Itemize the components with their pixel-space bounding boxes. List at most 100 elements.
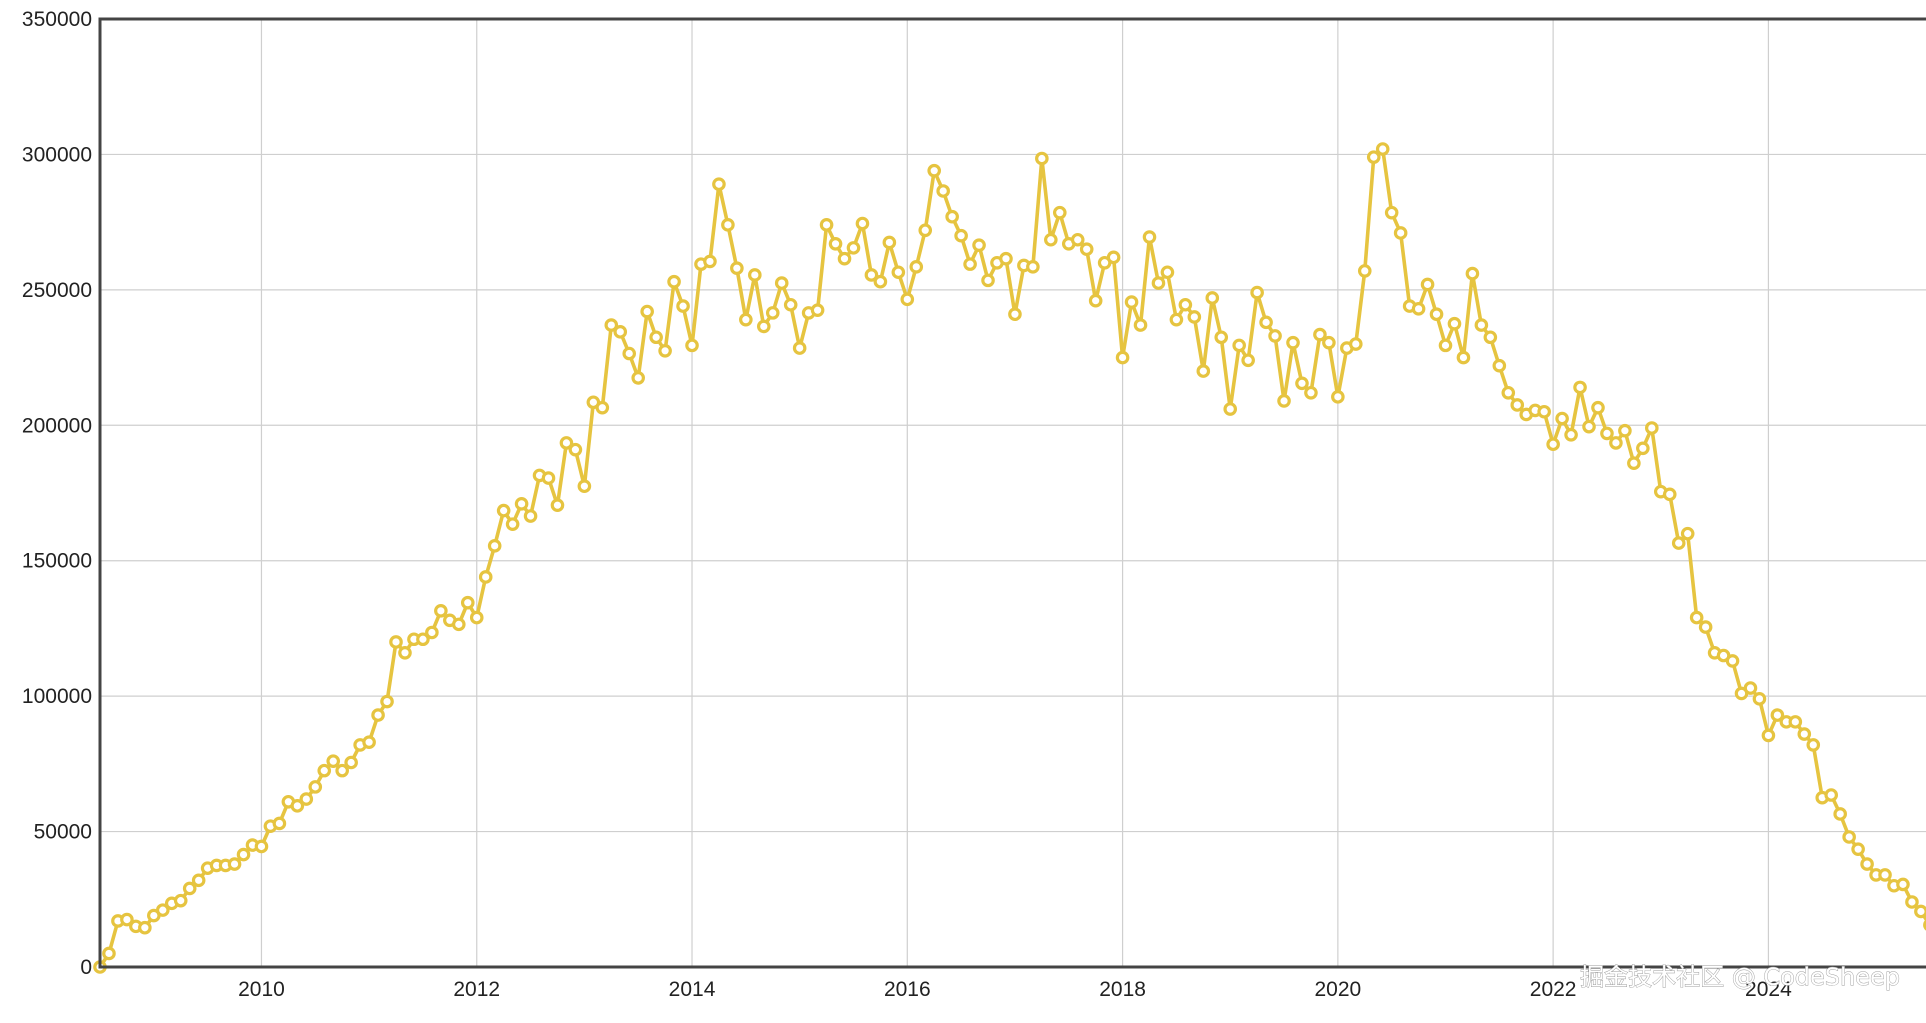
data-point <box>1026 260 1040 274</box>
x-tick-label-2022: 2022 <box>1530 978 1577 1001</box>
x-tick-label-2020: 2020 <box>1315 978 1362 1001</box>
data-point <box>1806 738 1821 752</box>
x-tick-label-2016: 2016 <box>884 978 931 1001</box>
y-tick-label-100000: 100000 <box>22 685 92 708</box>
data-point <box>155 903 170 917</box>
y-axis-tick-labels: 0 50000 100000 150000 200000 250000 300000 3500… <box>22 8 92 979</box>
data-point <box>676 299 690 313</box>
data-point <box>514 497 529 511</box>
data-point <box>685 338 699 353</box>
data-point <box>810 303 825 317</box>
data-point <box>299 792 314 806</box>
data-point <box>756 319 771 334</box>
data-point <box>748 268 762 282</box>
data-point <box>460 595 475 610</box>
data-point <box>469 610 484 625</box>
data-point <box>1187 310 1202 324</box>
data-point <box>1537 404 1551 419</box>
y-tick-label-250000: 250000 <box>22 279 92 302</box>
data-point <box>335 763 349 778</box>
data-point <box>613 325 628 339</box>
data-point <box>1770 708 1785 722</box>
data-point <box>972 238 986 252</box>
data-point <box>1564 427 1578 442</box>
data-point <box>1725 654 1740 668</box>
data-point <box>846 241 861 255</box>
data-point <box>227 857 242 871</box>
data-point <box>873 274 888 289</box>
x-tick-label-2014: 2014 <box>669 978 716 1001</box>
data-point <box>1295 376 1309 391</box>
data-point <box>1797 727 1812 741</box>
data-point <box>272 816 287 831</box>
data-point <box>739 312 753 327</box>
data-point <box>1133 318 1148 332</box>
data-point <box>1761 728 1776 743</box>
data-point <box>451 617 466 632</box>
data-point <box>523 509 538 523</box>
data-point <box>1196 364 1211 378</box>
data-point <box>1573 380 1587 395</box>
data-point <box>1420 277 1435 292</box>
series-layer <box>93 142 1926 974</box>
data-point <box>640 304 654 319</box>
data-point <box>308 780 323 794</box>
y-tick-label-50000: 50000 <box>34 821 92 844</box>
data-point <box>1851 842 1865 856</box>
data-point <box>1088 293 1103 308</box>
data-point <box>1411 302 1426 316</box>
data-point <box>1366 150 1381 164</box>
data-point <box>1914 904 1926 919</box>
data-point <box>1035 151 1049 166</box>
data-point <box>1259 315 1273 330</box>
data-point <box>568 442 583 457</box>
data-point <box>1483 330 1498 345</box>
data-point <box>945 209 959 224</box>
data-point <box>1223 402 1238 416</box>
data-point <box>730 261 744 275</box>
data-point <box>774 276 789 290</box>
data-point <box>1447 316 1462 331</box>
data-point <box>999 251 1013 266</box>
data-point <box>1788 715 1803 729</box>
data-point <box>1510 398 1525 412</box>
data-point <box>487 539 502 553</box>
data-point <box>1698 620 1713 634</box>
data-point <box>1232 338 1246 353</box>
data-point <box>236 847 251 862</box>
data-point <box>1349 337 1363 351</box>
data-point <box>326 754 341 768</box>
x-tick-label-2024: 2024 <box>1745 978 1792 1001</box>
data-point <box>1752 692 1767 706</box>
data-point <box>1609 436 1623 450</box>
data-point <box>1169 312 1184 327</box>
data-point <box>362 735 376 749</box>
data-point <box>855 216 870 231</box>
data-point <box>138 920 152 935</box>
data-point <box>1106 250 1121 265</box>
data-point <box>1079 242 1094 257</box>
data-point <box>1044 232 1058 247</box>
data-point <box>389 635 403 649</box>
data-point <box>909 260 924 274</box>
data-point <box>1286 335 1300 350</box>
data-point <box>434 604 448 618</box>
data-point <box>1268 329 1282 343</box>
data-point <box>173 893 188 908</box>
data-point <box>712 177 726 192</box>
data-point <box>1357 264 1372 278</box>
data-point <box>1896 877 1910 892</box>
x-tick-label-2010: 2010 <box>238 978 285 1001</box>
data-point <box>1052 205 1067 220</box>
data-point <box>416 632 430 647</box>
data-point <box>541 471 556 485</box>
y-tick-label-200000: 200000 <box>22 414 92 437</box>
data-point <box>649 330 663 345</box>
data-point <box>595 400 610 415</box>
data-point <box>550 498 565 512</box>
data-point <box>954 228 968 243</box>
data-point <box>1842 830 1856 844</box>
data-point <box>1151 276 1166 290</box>
data-point <box>1465 266 1480 281</box>
data-point <box>1636 441 1650 456</box>
